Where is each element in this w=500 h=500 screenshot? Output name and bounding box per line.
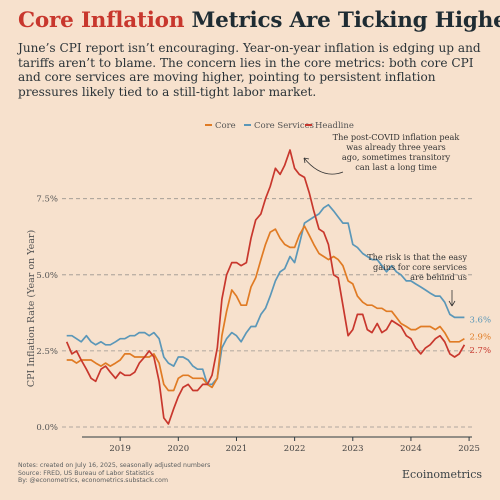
annotation-risk-arrowhead (448, 300, 456, 307)
y-tick-label: 0.0% (36, 423, 58, 433)
title-rest: Metrics Are Ticking Higher (184, 8, 500, 33)
x-tick-label: 2021 (226, 444, 248, 454)
annotation-peak-arrow (303, 157, 344, 175)
series-line-core-services (66, 203, 465, 386)
series-line-headline (65, 149, 466, 425)
end-value-label: 2.7% (469, 346, 491, 356)
footer-notes: Notes: created on July 16, 2025, seasona… (18, 462, 210, 485)
chart-title: Core Inflation Metrics Are Ticking Highe… (18, 8, 500, 33)
end-value-label: 2.9% (469, 333, 491, 343)
brand-name: Ecoinometrics (402, 468, 482, 481)
x-tick-label: 2024 (400, 444, 422, 454)
y-tick-label: 2.5% (36, 347, 58, 357)
annotation-risk-text: gains for core services (373, 262, 467, 272)
y-tick-label: 7.5% (36, 195, 58, 205)
legend-label: Headline (315, 121, 354, 131)
title-highlight: Core Inflation (18, 8, 185, 33)
footer-source-line: Source: FRED, US Bureau of Labor Statist… (18, 469, 154, 477)
x-tick-label: 2023 (342, 444, 364, 454)
end-value-label: 3.6% (469, 315, 491, 325)
footer-by-line: By: @econometrics, econometrics.substack… (18, 477, 168, 485)
y-tick-label: 5.0% (36, 271, 58, 281)
x-tick-label: 2019 (109, 444, 131, 454)
legend-label: Core Services (254, 121, 314, 131)
annotation-risk-text: are behind us (410, 272, 467, 282)
annotation-peak-arrowhead (303, 157, 310, 164)
annotation-risk-text: The risk is that the easy (367, 252, 467, 262)
annotation-peak-text: can last a long time (355, 162, 437, 172)
legend-label: Core (215, 121, 236, 131)
chart-subtitle: June’s CPI report isn’t encouraging. Yea… (18, 41, 481, 99)
annotation-peak-text: The post-COVID inflation peak (333, 132, 461, 142)
annotation-peak-text: was already three years (346, 142, 446, 152)
x-tick-label: 2022 (284, 444, 306, 454)
annotation-peak-text: ago, sometimes transitory (342, 152, 451, 162)
series-line-core (66, 225, 465, 392)
x-tick-label: 2025 (458, 444, 480, 454)
x-tick-label: 2020 (167, 444, 189, 454)
footer-notes-line: Notes: created on July 16, 2025, seasona… (18, 462, 211, 469)
y-axis-label: CPI Inflation Rate (Year on Year) (26, 230, 37, 387)
